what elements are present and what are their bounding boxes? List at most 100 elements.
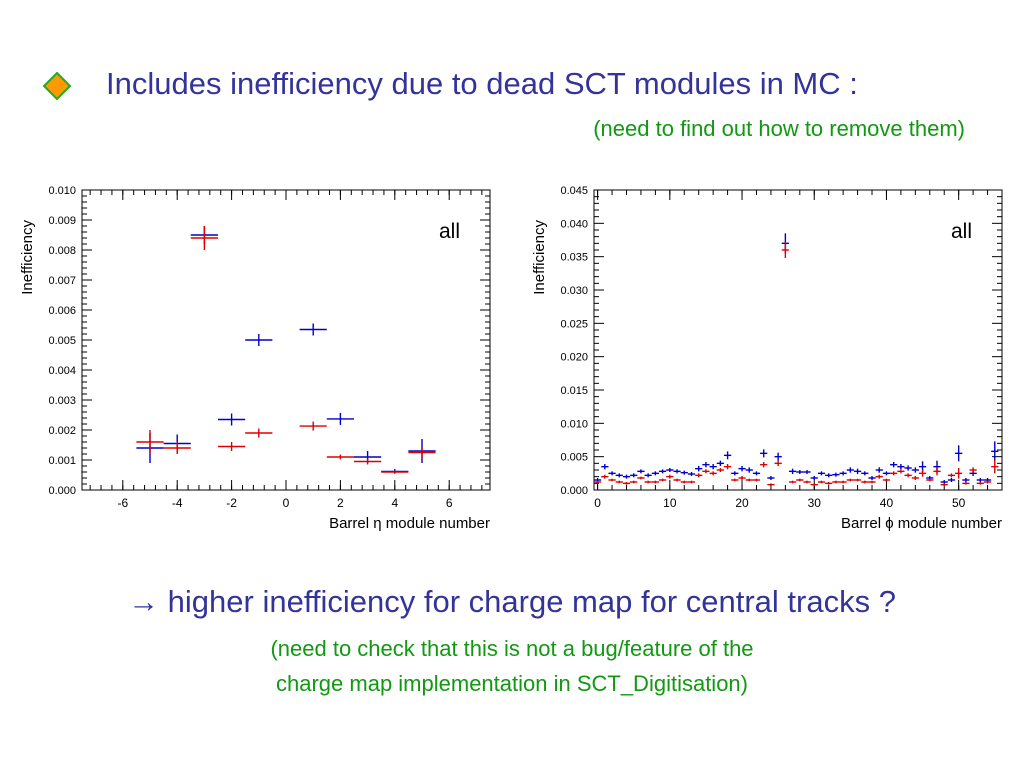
data-point bbox=[709, 464, 717, 470]
plot-frame bbox=[81, 189, 491, 491]
data-point bbox=[245, 334, 273, 346]
data-point bbox=[803, 480, 811, 484]
data-point bbox=[680, 470, 688, 475]
y-tick-label: 0.040 bbox=[560, 218, 588, 230]
data-point bbox=[615, 480, 623, 484]
data-point bbox=[190, 226, 218, 250]
y-tick-label: 0.025 bbox=[560, 318, 588, 330]
data-point bbox=[832, 472, 840, 477]
phi-inefficiency-chart: 0.000 0.005 0.010 0.015 0.020 0.025 0.030 0.035… bbox=[531, 185, 1003, 532]
data-point bbox=[853, 478, 862, 482]
data-point bbox=[630, 473, 638, 478]
y-tick-label: 0.006 bbox=[48, 305, 76, 317]
y-tick-label: 0.045 bbox=[560, 185, 588, 197]
y-tick-label: 0.005 bbox=[560, 452, 588, 464]
data-point bbox=[882, 478, 891, 482]
y-tick-label: 0.004 bbox=[48, 365, 76, 377]
y-tick-label: 0.003 bbox=[48, 395, 76, 407]
data-point bbox=[687, 480, 696, 484]
y-tick-label: 0.000 bbox=[560, 485, 588, 497]
data-point bbox=[940, 483, 948, 486]
data-point bbox=[702, 462, 710, 468]
note-line-2: charge map implementation in SCT_Digitis… bbox=[276, 671, 748, 696]
data-point bbox=[890, 462, 898, 468]
data-point bbox=[326, 454, 354, 460]
data-point bbox=[651, 471, 659, 476]
y-tick-label: 0.001 bbox=[48, 455, 76, 467]
data-point bbox=[976, 482, 984, 485]
data-point bbox=[326, 412, 354, 425]
data-point bbox=[218, 442, 246, 451]
data-point bbox=[601, 464, 609, 470]
data-point bbox=[299, 323, 327, 336]
y-tick-label: 0.008 bbox=[48, 245, 76, 257]
data-point bbox=[687, 472, 696, 476]
data-point bbox=[608, 478, 616, 482]
data-point bbox=[745, 467, 753, 473]
annotation-label: all bbox=[951, 220, 972, 243]
data-point bbox=[658, 469, 667, 474]
data-point bbox=[832, 480, 840, 484]
data-point bbox=[752, 478, 761, 482]
data-point bbox=[731, 478, 739, 482]
data-point bbox=[983, 480, 992, 484]
data-point bbox=[745, 478, 753, 482]
data-point bbox=[788, 480, 797, 484]
data-point bbox=[760, 449, 768, 458]
data-point bbox=[716, 468, 724, 472]
data-point bbox=[803, 470, 811, 474]
data-point bbox=[738, 466, 746, 472]
y-axis-label: Inefficiency bbox=[531, 220, 548, 295]
data-point bbox=[955, 468, 963, 479]
data-point bbox=[774, 460, 782, 466]
x-tick-label: 20 bbox=[735, 496, 749, 510]
data-point bbox=[594, 480, 602, 484]
y-tick-label: 0.035 bbox=[560, 252, 588, 264]
data-point bbox=[673, 478, 681, 482]
x-tick-label: 10 bbox=[663, 496, 677, 510]
data-point bbox=[897, 469, 905, 474]
x-tick-label: 50 bbox=[952, 496, 966, 510]
data-point bbox=[825, 473, 833, 478]
data-point bbox=[890, 471, 898, 476]
data-point bbox=[962, 478, 970, 482]
y-tick-label: 0.010 bbox=[48, 185, 76, 197]
data-point bbox=[976, 478, 984, 482]
data-point bbox=[991, 441, 999, 462]
data-point bbox=[846, 467, 854, 473]
data-point bbox=[774, 452, 782, 461]
conclusion-label: higher inefficiency for charge map for c… bbox=[167, 584, 896, 619]
data-point bbox=[767, 476, 775, 480]
data-point bbox=[875, 467, 883, 473]
data-point bbox=[947, 478, 956, 482]
note-line-1: (need to check that this is not a bug/fe… bbox=[270, 636, 754, 661]
data-point bbox=[408, 446, 436, 459]
x-tick-label: -6 bbox=[117, 496, 128, 510]
data-point bbox=[615, 473, 623, 478]
y-tick-label: 0.000 bbox=[48, 485, 76, 497]
annotation-label: all bbox=[439, 220, 460, 243]
y-tick-label: 0.015 bbox=[560, 385, 588, 397]
data-point bbox=[218, 413, 246, 426]
data-point bbox=[933, 467, 941, 476]
eta-inefficiency-chart: 0.000 0.001 0.002 0.003 0.004 0.005 0.006 0.007… bbox=[19, 185, 491, 532]
data-point bbox=[354, 458, 382, 465]
data-point bbox=[911, 467, 919, 473]
data-point bbox=[637, 476, 645, 480]
conclusion-text: → higher inefficiency for charge map for… bbox=[0, 584, 1024, 620]
x-tick-label: -4 bbox=[172, 496, 183, 510]
data-point bbox=[658, 478, 667, 482]
diamond-bullet-icon bbox=[43, 72, 71, 100]
slide-subtitle: (need to find out how to remove them) bbox=[593, 116, 965, 141]
data-point bbox=[868, 480, 876, 484]
data-point bbox=[825, 482, 833, 485]
data-point bbox=[955, 445, 963, 462]
data-point bbox=[918, 470, 927, 477]
data-point bbox=[810, 476, 818, 480]
slide-title: Includes inefficiency due to dead SCT mo… bbox=[106, 66, 858, 101]
data-point bbox=[723, 451, 732, 460]
x-axis-label: Barrel ϕ module number bbox=[841, 515, 1002, 532]
x-axis-label: Barrel η module number bbox=[329, 515, 490, 532]
data-point bbox=[702, 469, 710, 474]
data-point bbox=[926, 478, 934, 482]
